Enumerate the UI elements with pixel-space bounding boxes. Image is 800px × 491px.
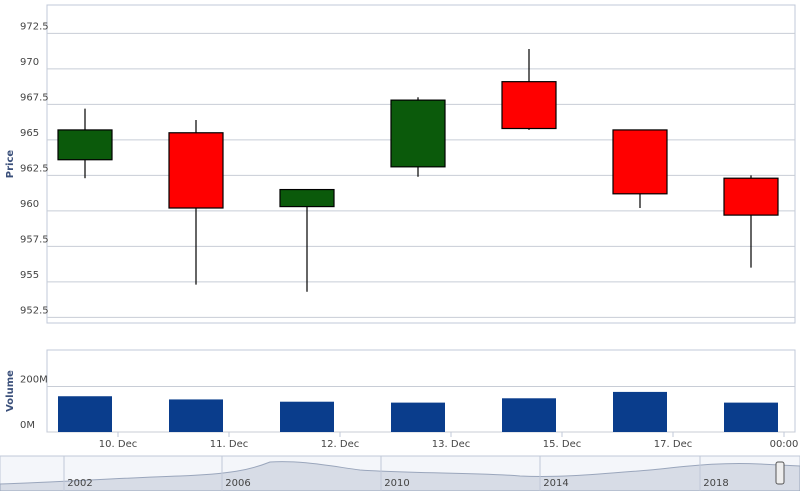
- navigator-label: 2018: [703, 478, 728, 489]
- candle-body: [612, 129, 668, 195]
- volume-bar: [280, 401, 334, 432]
- y-tick-label: 960: [20, 199, 39, 210]
- navigator-handle[interactable]: [775, 461, 785, 485]
- x-tick-label: 00:00: [770, 439, 799, 450]
- candle-body: [501, 81, 557, 130]
- y-tick-label: 970: [20, 57, 39, 68]
- volume-bar: [613, 391, 667, 432]
- x-tick-label: 13. Dec: [432, 439, 470, 450]
- candle-body: [390, 99, 446, 168]
- navigator-label: 2014: [543, 478, 568, 489]
- x-tick-label: 10. Dec: [99, 439, 137, 450]
- y-tick-label: 965: [20, 128, 39, 139]
- y-tick-label: 962.5: [20, 163, 49, 174]
- candle-body: [168, 132, 224, 209]
- volume-bar: [724, 402, 778, 432]
- volume-bar: [58, 396, 112, 432]
- y-tick-label: 0M: [20, 420, 35, 431]
- volume-bar: [391, 402, 445, 432]
- candle-body: [279, 188, 335, 208]
- x-tick-label: 17. Dec: [654, 439, 692, 450]
- candle-body: [57, 129, 113, 161]
- volume-bar: [502, 398, 556, 432]
- navigator-area: [0, 461, 800, 491]
- volume-bar: [169, 399, 223, 432]
- y-tick-label: 972.5: [20, 21, 49, 32]
- navigator-label: 2006: [225, 478, 250, 489]
- navigator-label: 2010: [384, 478, 409, 489]
- x-tick-label: 12. Dec: [321, 439, 359, 450]
- y-axis-title: Price: [5, 150, 16, 179]
- y-tick-label: 957.5: [20, 234, 49, 245]
- y-tick-label: 200M: [20, 374, 48, 385]
- navigator-label: 2002: [67, 478, 92, 489]
- y-tick-label: 967.5: [20, 92, 49, 103]
- y-axis-title: Volume: [5, 370, 16, 412]
- y-tick-label: 955: [20, 270, 39, 281]
- x-tick-label: 15. Dec: [543, 439, 581, 450]
- candle-body: [723, 177, 779, 216]
- y-tick-label: 952.5: [20, 305, 49, 316]
- x-tick-label: 11. Dec: [210, 439, 248, 450]
